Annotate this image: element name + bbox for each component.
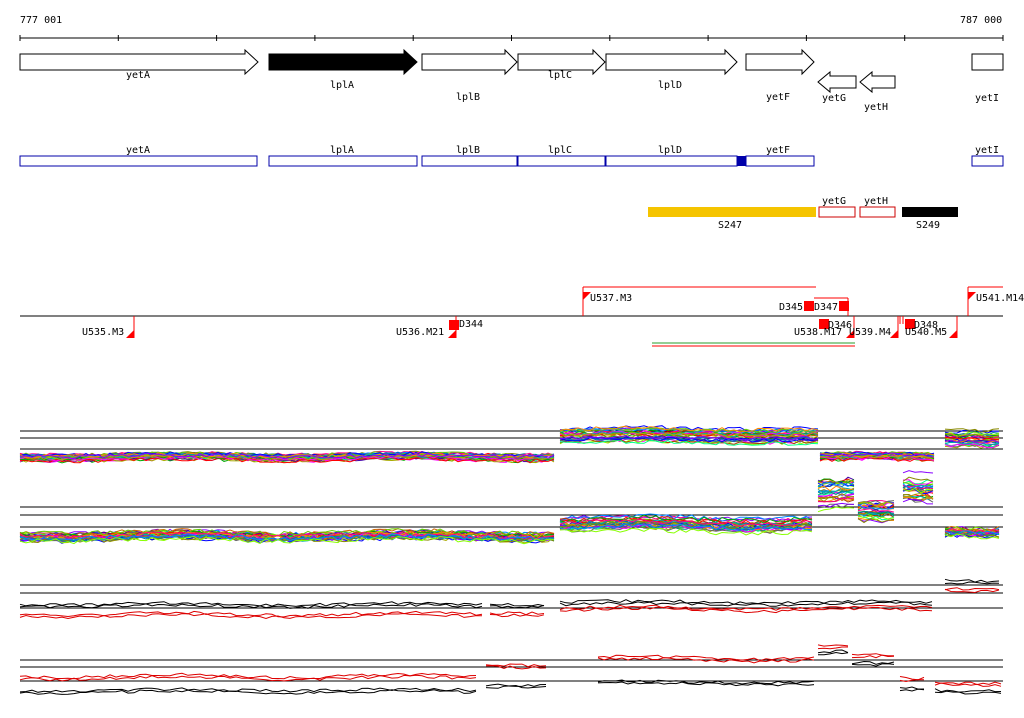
- gene-label: lplD: [658, 80, 682, 91]
- feature-label: U537.M3: [590, 293, 632, 304]
- transcript-lplA[interactable]: lplA: [268, 145, 418, 167]
- feature-U535-M3[interactable]: U535.M3: [82, 316, 135, 338]
- transcript-label: lplC: [548, 145, 572, 156]
- expression-tracks: [19, 425, 1003, 695]
- feature-U537-M3[interactable]: U537.M3: [582, 286, 816, 316]
- gene-label: lplB: [456, 92, 480, 103]
- feature-D347[interactable]: D347: [814, 297, 849, 316]
- expression-profile: [19, 484, 1000, 540]
- feature-U536-M21[interactable]: U536.M21: [396, 316, 457, 338]
- transcript-yetF[interactable]: yetF: [745, 145, 815, 167]
- gene-yetG[interactable]: yetG: [817, 70, 857, 104]
- expression-profile: [19, 431, 1000, 461]
- gene-label: lplC: [548, 70, 572, 81]
- transcript-yetA[interactable]: yetA: [19, 145, 258, 167]
- gene-label: yetG: [822, 93, 846, 104]
- expression-profile-red: [19, 587, 1000, 618]
- feature-label: U536.M21: [396, 327, 444, 338]
- segment-label: yetH: [864, 196, 888, 207]
- transcript-label: yetA: [126, 145, 150, 156]
- gene-lplD[interactable]: lplD: [605, 48, 738, 91]
- gene-track: yetA lplA lplB lplC lplD yetF yetG yetH: [19, 48, 1004, 113]
- gene-yetA[interactable]: yetA: [19, 48, 259, 81]
- expression-profile: [19, 430, 1000, 462]
- transcript-lplB[interactable]: lplB: [421, 145, 518, 167]
- feature-label: U539.M4: [849, 327, 891, 338]
- expression-profile: [19, 484, 1000, 538]
- feature-label: U541.M14: [976, 293, 1024, 304]
- feature-U541-M14[interactable]: U541.M14: [967, 286, 1024, 316]
- segment-label: S249: [916, 220, 940, 231]
- feature-label: D346: [828, 320, 852, 331]
- end-coordinate: 787 000: [960, 15, 1002, 26]
- feature-label: U535.M3: [82, 327, 124, 338]
- feature-D346[interactable]: D346: [819, 319, 852, 331]
- expression-profile-black: [19, 651, 1002, 695]
- expression-profile: [19, 425, 1000, 459]
- expression-profile: [19, 438, 1000, 461]
- expression-profile-red: [19, 646, 1002, 687]
- feature-label: U540.M5: [905, 327, 947, 338]
- coordinate-ruler: 777 001 787 000: [19, 15, 1004, 41]
- feature-label: D345: [779, 302, 803, 313]
- gene-lplA[interactable]: lplA: [268, 48, 418, 91]
- segment-label: yetG: [822, 196, 846, 207]
- segment-label: S247: [718, 220, 742, 231]
- segment-S249[interactable]: S249: [902, 207, 958, 231]
- feature-U540-M5[interactable]: U540.M5: [905, 316, 958, 338]
- feature-D348[interactable]: D348: [905, 319, 938, 331]
- expression-profile: [19, 436, 1000, 458]
- gene-yetF[interactable]: yetF: [745, 48, 815, 103]
- segment-S247[interactable]: S247: [648, 207, 816, 231]
- feature-label: D344: [459, 319, 483, 330]
- transcript-lplC[interactable]: lplC: [517, 145, 606, 167]
- expression-profile-black: [19, 578, 1000, 607]
- segment-yetG[interactable]: yetG: [818, 196, 856, 218]
- gene-label: lplA: [330, 80, 354, 91]
- feature-label: U538.M17: [794, 327, 842, 338]
- expression-profile: [19, 478, 1000, 539]
- transcript-lplD[interactable]: lplD: [605, 145, 746, 167]
- transcript-highlight: [737, 156, 746, 166]
- segment-track: S247 yetG yetH S249: [648, 196, 958, 231]
- feature-label: D347: [814, 302, 838, 313]
- expression-profile: [19, 488, 1000, 545]
- expression-profile-black: [19, 581, 1000, 609]
- transcript-label: lplB: [456, 145, 480, 156]
- feature-U538-M17[interactable]: U538.M17: [794, 316, 855, 338]
- gene-yetI[interactable]: yetI: [971, 53, 1004, 104]
- expression-profile: [19, 481, 1000, 542]
- expression-profile-red: [19, 644, 1002, 686]
- transcript-label: lplD: [658, 145, 682, 156]
- feature-label: D348: [914, 320, 938, 331]
- gene-label: yetH: [864, 102, 888, 113]
- gene-lplB[interactable]: lplB: [421, 48, 518, 103]
- feature-D344[interactable]: D344: [449, 319, 483, 330]
- transcript-label: lplA: [330, 145, 354, 156]
- gene-label: yetF: [766, 92, 790, 103]
- gene-label: yetA: [126, 70, 150, 81]
- feature-D345[interactable]: D345: [779, 301, 814, 313]
- gene-yetH[interactable]: yetH: [859, 70, 896, 113]
- expression-profile: [19, 435, 1000, 460]
- expression-profile-red: [19, 588, 1000, 620]
- transcript-yetI[interactable]: yetI: [971, 145, 1004, 167]
- gene-lplC[interactable]: lplC: [517, 48, 606, 81]
- expression-profile-black: [19, 649, 1002, 693]
- start-coordinate: 777 001: [20, 15, 62, 26]
- segment-yetH[interactable]: yetH: [859, 196, 896, 218]
- gene-label: yetI: [975, 93, 999, 104]
- transcript-label: yetI: [975, 145, 999, 156]
- feature-U539-M4[interactable]: U539.M4: [849, 316, 899, 338]
- feature-track: U537.M3 D345 D347 U541.M14 U535.M3 U53: [20, 286, 1024, 347]
- transcript-label: yetF: [766, 145, 790, 156]
- transcript-track: yetA lplA lplB lplC lplD yetF yetI: [19, 145, 1004, 167]
